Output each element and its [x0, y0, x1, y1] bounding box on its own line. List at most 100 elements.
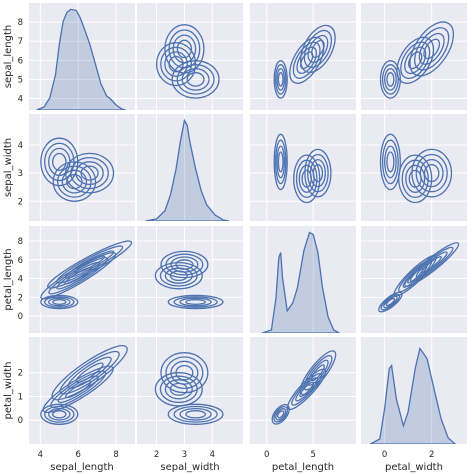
- kde-contour-level: [311, 39, 325, 58]
- kde-contour-level: [48, 297, 71, 307]
- kde-contour-level: [75, 161, 104, 186]
- panel-petal_length-vs-petal_length: [250, 226, 356, 333]
- kde-contour-level: [179, 297, 212, 307]
- kde-contour-level: [160, 250, 209, 279]
- kde-contour-level: [186, 72, 205, 87]
- kde-contour-level: [165, 253, 204, 276]
- kde-contour-level: [304, 148, 332, 198]
- kde-contour-level: [170, 256, 199, 273]
- kde-contour-level: [404, 242, 460, 287]
- panel-background: [361, 337, 467, 444]
- kde-contour-level: [307, 34, 329, 63]
- kde-contour-level: [415, 251, 448, 278]
- y-tick-label: 4: [18, 95, 23, 105]
- kde-contour-level: [80, 165, 99, 181]
- kde-contour-level: [400, 41, 431, 80]
- y-tick-label: 8: [18, 18, 23, 28]
- y-tick-label: 5: [18, 75, 23, 85]
- panel-sepal_length-vs-petal_length: [250, 3, 356, 110]
- kde-contour-level: [275, 408, 287, 421]
- kde-contour-level: [398, 154, 433, 204]
- kde-contour-level: [40, 403, 79, 425]
- kde-contour-level: [303, 29, 333, 68]
- kde-contour-level: [418, 32, 445, 65]
- kde-contour-level: [52, 410, 67, 419]
- kde-contour-level: [65, 152, 115, 194]
- kde-contour-level: [179, 407, 212, 421]
- kde-density-petal_width: [370, 346, 457, 444]
- x-tick-label: 0: [264, 450, 269, 460]
- y-tick-label: 6: [18, 56, 23, 66]
- y-tick-label: 1: [18, 392, 23, 402]
- kde-contour-level: [67, 356, 112, 389]
- y-axis-label-sepal_width: sepal_width: [3, 138, 14, 197]
- kde-contour-level: [75, 362, 104, 383]
- kde-contour-level: [276, 68, 286, 91]
- x-axis-label-petal_width: petal_width: [385, 462, 443, 473]
- panel-sepal_width-vs-sepal_width: [137, 114, 243, 221]
- kde-contour-level: [299, 381, 315, 398]
- kde-contour-level: [172, 34, 197, 64]
- kde-contour-level: [273, 406, 289, 423]
- panel-background: [137, 114, 243, 221]
- kde-contour-level: [379, 133, 401, 191]
- kde-contour-level: [167, 403, 224, 425]
- kde-contour-level: [59, 350, 120, 395]
- kde-contour-level: [64, 250, 115, 279]
- kde-contour-level: [70, 156, 109, 190]
- kde-contour-level: [423, 164, 440, 183]
- kde-contour-level: [165, 356, 204, 390]
- kde-contour-level: [40, 294, 79, 310]
- x-tick-label: 4: [38, 450, 43, 460]
- kde-contour-level: [421, 256, 442, 273]
- y-tick-label: 3: [18, 169, 23, 179]
- kde-contour-level: [409, 246, 454, 283]
- panel-petal_width-vs-petal_length: [250, 337, 356, 444]
- kde-contour-level: [310, 364, 325, 382]
- y-tick-label: 2: [18, 197, 23, 207]
- kde-contour-level: [409, 21, 455, 77]
- kde-contour-level: [312, 164, 324, 183]
- kde-contour-level: [160, 46, 193, 82]
- x-axis-label-sepal_length: sepal_length: [50, 462, 114, 473]
- kde-contour-level: [386, 72, 395, 87]
- kde-contour-level: [160, 352, 209, 394]
- kde-contour-level: [277, 72, 284, 87]
- kde-contour-level: [56, 261, 101, 290]
- panel-sepal_width-vs-petal_width: [361, 114, 467, 221]
- kde-contour-level: [51, 345, 128, 401]
- kde-contour-level: [47, 240, 133, 289]
- kde-contour-level: [167, 294, 224, 310]
- kde-contour-level: [73, 255, 106, 274]
- kde-contour-level: [57, 165, 92, 198]
- kde-contour-level: [384, 145, 397, 179]
- panel-sepal_length-vs-sepal_length: [29, 3, 135, 110]
- panel-petal_width-vs-sepal_width: [137, 337, 243, 444]
- kde-contour-level: [44, 296, 75, 308]
- panel-sepal_width-vs-petal_length: [250, 114, 356, 221]
- kde-contour-level: [168, 29, 201, 69]
- x-axis-label-sepal_width: sepal_width: [160, 462, 219, 473]
- kde-contour-level: [386, 151, 395, 173]
- kde-contour-level: [307, 359, 329, 386]
- kde-density-sepal_length: [36, 8, 126, 110]
- panel-background: [361, 3, 467, 110]
- kde-contour-level: [299, 350, 337, 396]
- x-tick-label: 5: [311, 450, 316, 460]
- kde-contour-level: [405, 164, 426, 193]
- kde-contour-level: [154, 372, 203, 407]
- panel-background: [137, 337, 243, 444]
- x-tick-label: 3: [182, 450, 187, 460]
- kde-contour-level: [277, 151, 284, 173]
- kde-contour-level: [381, 64, 399, 95]
- kde-contour-level: [173, 405, 218, 423]
- kde-contour-level: [154, 261, 203, 290]
- x-axis-label-petal_length: petal_length: [272, 462, 334, 473]
- kde-contour-level: [300, 24, 336, 74]
- y-tick-label: 7: [18, 37, 23, 47]
- kde-contour-level: [175, 259, 194, 270]
- kde-contour-level: [414, 27, 450, 71]
- kde-contour-level: [173, 296, 218, 308]
- kde-density-sepal_width: [145, 118, 230, 221]
